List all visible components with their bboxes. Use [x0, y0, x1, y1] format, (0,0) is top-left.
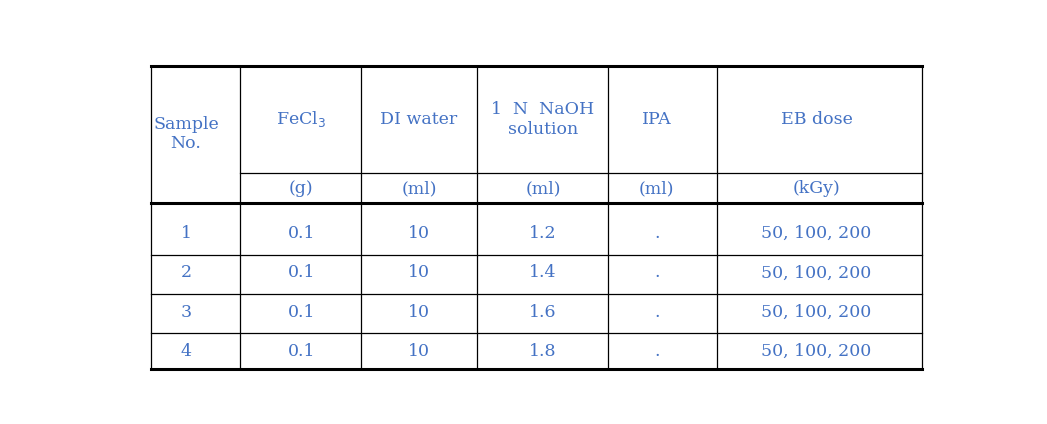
Text: 10: 10 — [408, 304, 430, 321]
Text: 3: 3 — [180, 304, 192, 321]
Text: FeCl$_3$: FeCl$_3$ — [276, 109, 327, 129]
Text: (ml): (ml) — [639, 180, 674, 197]
Text: (kGy): (kGy) — [793, 180, 841, 197]
Text: 10: 10 — [408, 225, 430, 242]
Text: (ml): (ml) — [526, 180, 561, 197]
Text: 50, 100, 200: 50, 100, 200 — [761, 304, 872, 321]
Text: 10: 10 — [408, 343, 430, 360]
Text: 1.8: 1.8 — [530, 343, 557, 360]
Text: Sample
No.: Sample No. — [153, 116, 219, 153]
Text: 1.4: 1.4 — [530, 265, 557, 282]
Text: 10: 10 — [408, 265, 430, 282]
Text: DI water: DI water — [380, 111, 458, 128]
Text: .: . — [654, 225, 660, 242]
Text: .: . — [654, 265, 660, 282]
Text: 0.1: 0.1 — [288, 343, 315, 360]
Text: 1.2: 1.2 — [530, 225, 557, 242]
Text: 1: 1 — [180, 225, 192, 242]
Text: 0.1: 0.1 — [288, 265, 315, 282]
Text: 0.1: 0.1 — [288, 225, 315, 242]
Text: (g): (g) — [289, 180, 314, 197]
Text: 1.6: 1.6 — [530, 304, 557, 321]
Text: 2: 2 — [180, 265, 192, 282]
Text: 4: 4 — [180, 343, 192, 360]
Text: 50, 100, 200: 50, 100, 200 — [761, 265, 872, 282]
Text: 0.1: 0.1 — [288, 304, 315, 321]
Text: 50, 100, 200: 50, 100, 200 — [761, 225, 872, 242]
Text: (ml): (ml) — [401, 180, 437, 197]
Text: 1  N  NaOH
solution: 1 N NaOH solution — [491, 101, 595, 138]
Text: 50, 100, 200: 50, 100, 200 — [761, 343, 872, 360]
Text: IPA: IPA — [642, 111, 671, 128]
Text: EB dose: EB dose — [781, 111, 852, 128]
Text: .: . — [654, 343, 660, 360]
Text: .: . — [654, 304, 660, 321]
